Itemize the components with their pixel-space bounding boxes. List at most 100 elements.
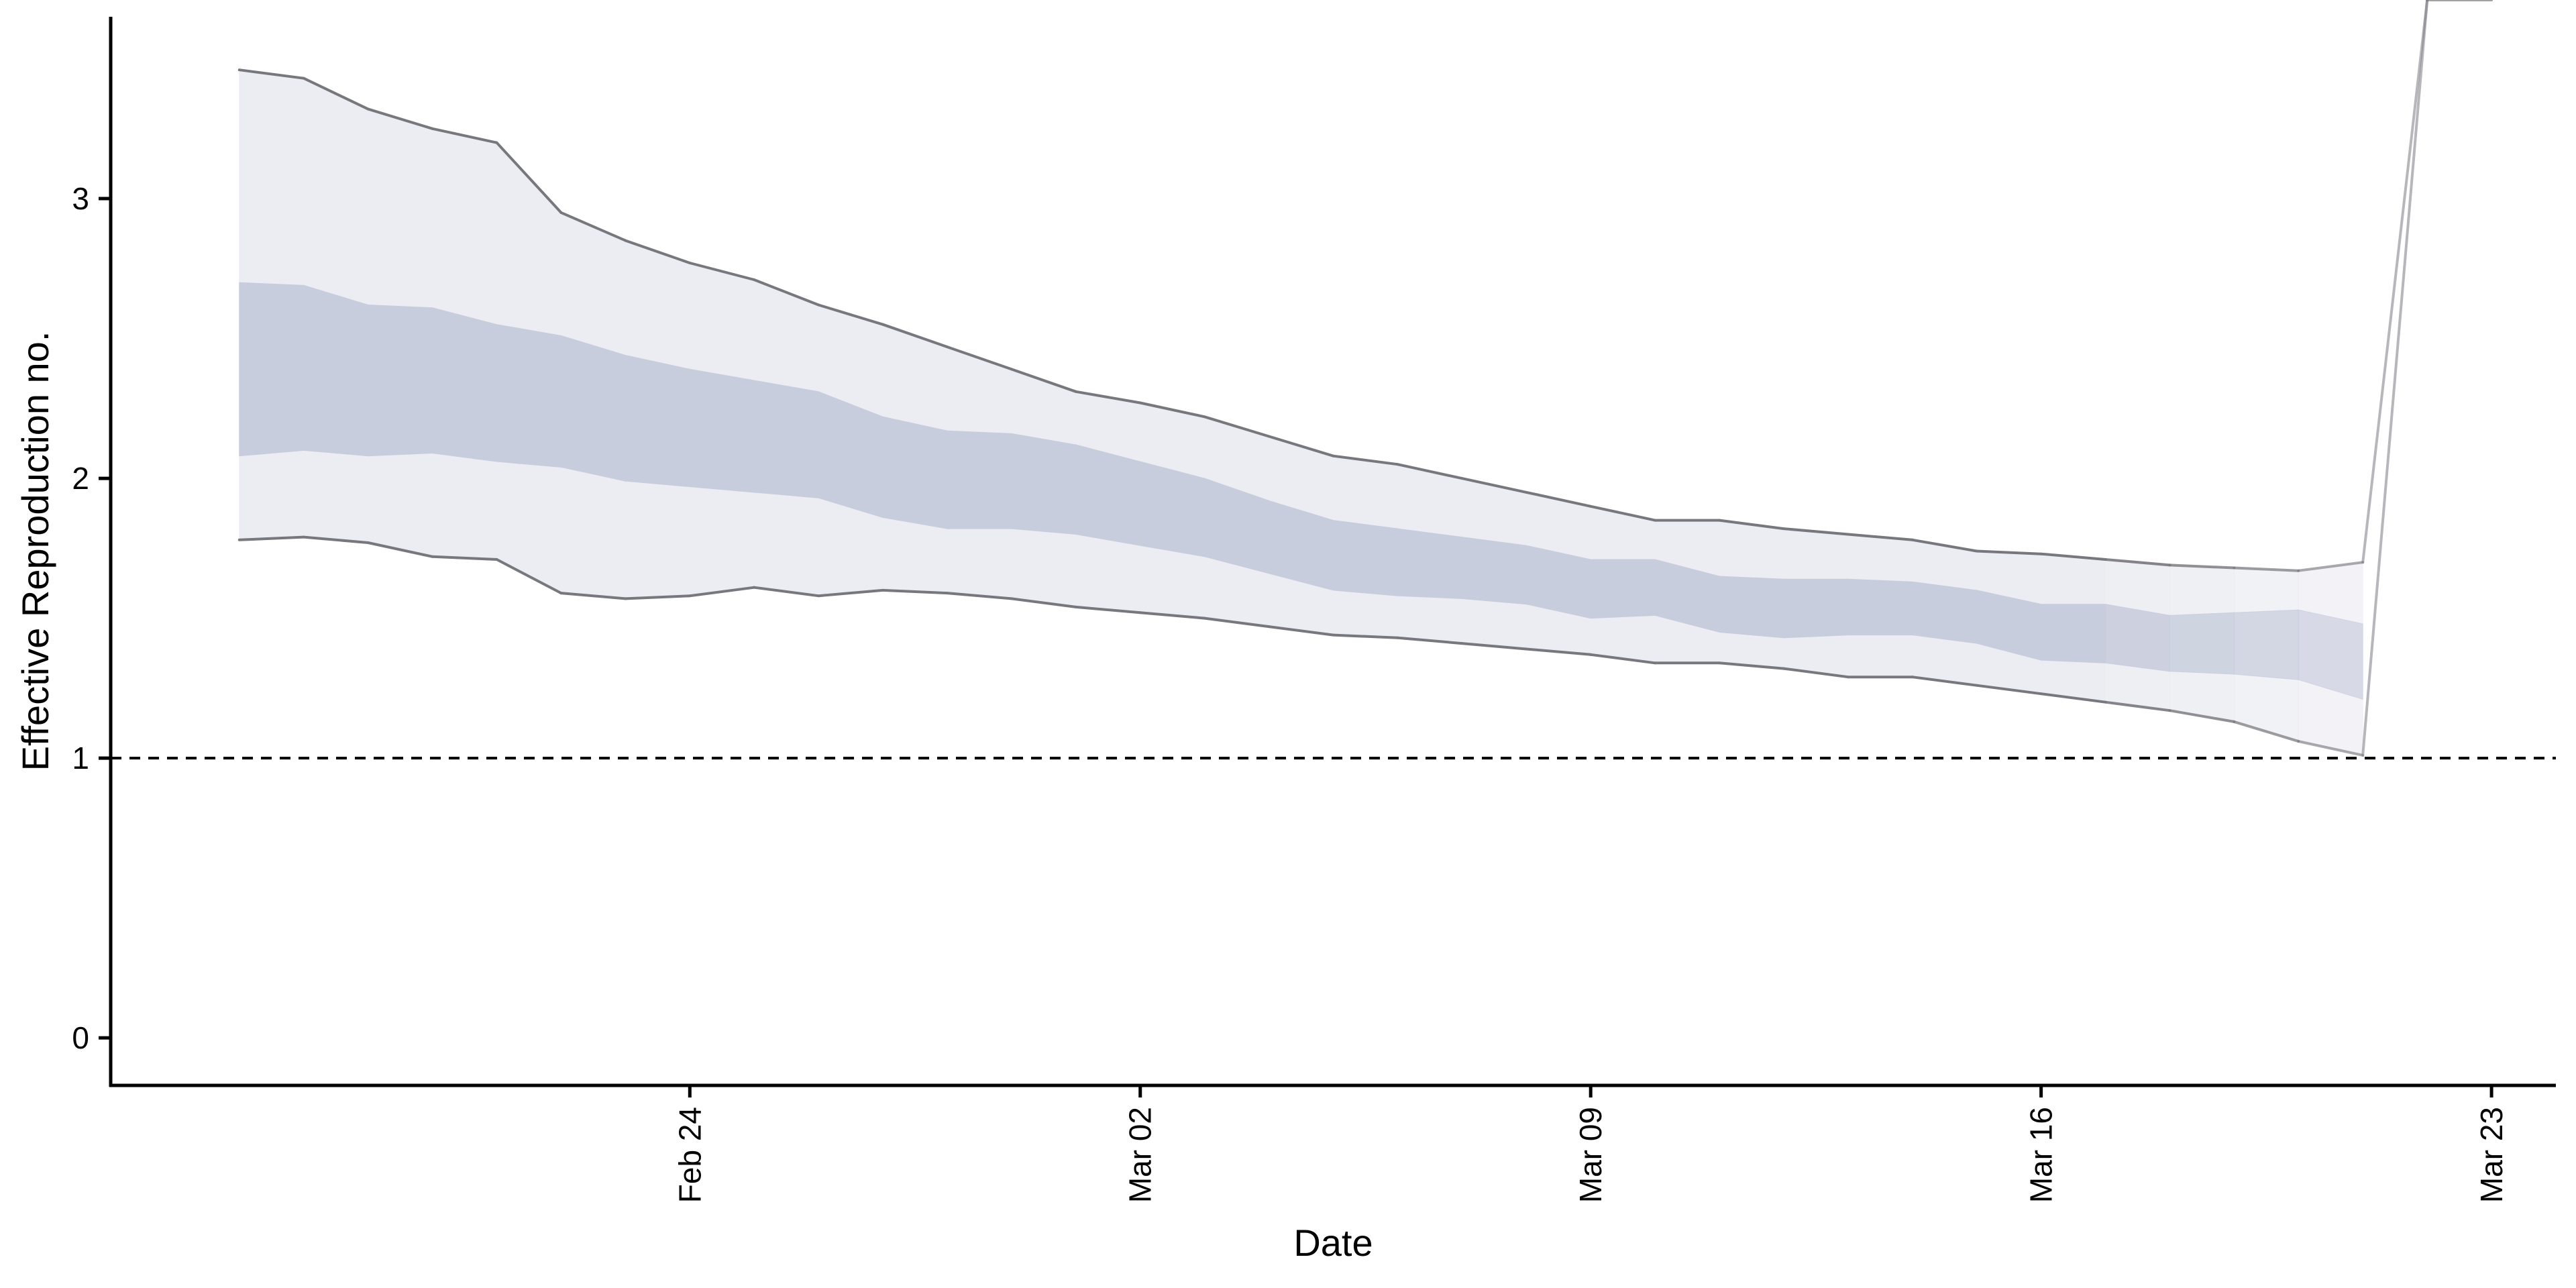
band-50pct-segment (1333, 520, 1398, 596)
band-upper-outline-segment (881, 323, 949, 349)
band-lower-outline-segment (559, 592, 627, 600)
band-50pct-segment (1590, 559, 1656, 619)
band-upper-outline-segment (1074, 390, 1142, 405)
band-lower-outline-segment (2361, 0, 2429, 757)
band-50pct-segment (2041, 604, 2106, 663)
band-50pct-segment (2298, 609, 2363, 700)
x-tick-label: Mar 02 (1123, 1107, 1158, 1203)
band-upper-outline-segment (1396, 463, 1464, 480)
band-upper-outline-segment (1138, 401, 1206, 419)
band-upper-outline-segment (302, 76, 370, 111)
band-upper-outline-segment (1718, 519, 1785, 531)
y-tick-label: 0 (72, 1020, 89, 1055)
band-lower-outline-segment (237, 535, 305, 541)
band-lower-outline-segment (1718, 661, 1785, 670)
band-upper-outline-segment (1975, 549, 2043, 555)
band-50pct-segment (1912, 581, 1978, 644)
band-lower-outline-segment (1460, 642, 1528, 651)
band-lower-outline-segment (1975, 684, 2043, 696)
band-lower-outline-segment (1074, 605, 1142, 614)
band-upper-outline-segment (431, 127, 498, 144)
band-upper-outline-segment (2361, 0, 2429, 564)
band-50pct-segment (625, 354, 690, 488)
band-50pct-segment (882, 416, 948, 529)
band-lower-outline-segment (1138, 611, 1206, 620)
band-upper-outline-segment (1846, 533, 1914, 541)
band-upper-outline-segment (1460, 477, 1528, 494)
band-lower-outline-segment (431, 555, 498, 561)
band-lower-outline-segment (1203, 616, 1271, 629)
band-upper-outline-segment (1203, 415, 1271, 438)
band-upper-outline-segment (1010, 368, 1077, 393)
band-50pct-segment (303, 284, 369, 457)
band-upper-outline-segment (1525, 490, 1593, 508)
band-upper-outline-segment (624, 239, 692, 264)
y-axis-title: Effective Reproduction no. (14, 331, 56, 771)
band-50pct-segment (2105, 604, 2170, 672)
band-upper-outline-segment (559, 211, 627, 242)
band-50pct-segment (753, 380, 819, 498)
band-lower-outline-segment (753, 586, 820, 598)
band-lower-outline-segment (1332, 633, 1399, 639)
band-50pct-segment (1397, 528, 1462, 599)
band-lower-outline-segment (302, 535, 370, 544)
band-upper-outline-segment (2233, 566, 2300, 572)
band-upper-outline-segment (1332, 454, 1399, 466)
uncertainty-bands (239, 69, 2363, 756)
band-50pct-segment (689, 368, 755, 493)
band-upper-outline-segment (1267, 435, 1335, 458)
band-upper-outline-segment (688, 262, 756, 281)
band-lower-outline-segment (2168, 709, 2236, 723)
band-50pct-segment (1011, 433, 1077, 535)
band-50pct-segment (368, 304, 433, 457)
band-upper-outline-segment (1782, 527, 1849, 536)
x-tick-label: Mar 23 (2474, 1107, 2509, 1203)
band-lower-outline-segment (495, 558, 563, 595)
axes (109, 17, 2556, 1087)
band-lower-outline-segment (1911, 676, 1978, 687)
band-lower-outline-segment (2039, 692, 2107, 704)
band-lower-outline-segment (2233, 720, 2300, 743)
x-tick-label: Mar 09 (1573, 1107, 1608, 1203)
band-50pct-segment (1140, 461, 1205, 557)
band-50pct-segment (432, 307, 497, 462)
band-50pct-segment (560, 335, 626, 482)
band-outlines (237, 0, 2493, 757)
band-upper-outline-segment (366, 107, 434, 130)
y-tick-label: 1 (72, 741, 89, 775)
band-upper-outline-segment (817, 303, 885, 326)
band-lower-outline-segment (2297, 740, 2365, 757)
band-lower-outline-segment (946, 592, 1013, 600)
band-lower-outline-segment (1782, 667, 1849, 679)
band-50pct-segment (2169, 612, 2235, 675)
band-lower-outline-segment (1267, 625, 1335, 637)
band-lower-outline-segment (1396, 636, 1464, 645)
band-50pct-segment (2233, 609, 2299, 680)
band-lower-outline-segment (688, 586, 756, 598)
band-lower-outline-segment (817, 588, 885, 598)
band-50pct-segment (496, 324, 561, 468)
band-upper-outline-segment (1589, 504, 1657, 522)
band-lower-outline-segment (881, 588, 949, 595)
band-upper-outline-segment (2168, 564, 2236, 570)
band-50pct-segment (239, 282, 305, 457)
y-tick-label: 2 (72, 461, 89, 496)
band-lower-outline-segment (1525, 647, 1593, 656)
band-lower-outline-segment (2104, 700, 2171, 712)
band-lower-outline-segment (1589, 653, 1657, 665)
band-lower-outline-segment (1010, 597, 1077, 608)
band-50pct-segment (1783, 578, 1849, 639)
band-50pct-segment (1075, 444, 1141, 546)
band-upper-outline-segment (1911, 538, 1978, 553)
band-upper-outline-segment (753, 278, 820, 307)
band-upper-outline-segment (946, 345, 1013, 371)
x-ticks: Feb 24 Mar 02 Mar 09 Mar 16 Mar 23 (672, 1085, 2509, 1203)
band-upper-outline-segment (2297, 561, 2365, 572)
band-lower-outline-segment (624, 594, 692, 600)
band-upper-outline-segment (2039, 552, 2107, 561)
band-upper-outline-segment (2104, 558, 2171, 567)
band-50pct-segment (1719, 576, 1784, 639)
y-ticks: 0 1 2 3 (72, 181, 111, 1055)
band-upper-outline-segment (495, 141, 563, 214)
band-lower-outline-segment (366, 541, 434, 558)
